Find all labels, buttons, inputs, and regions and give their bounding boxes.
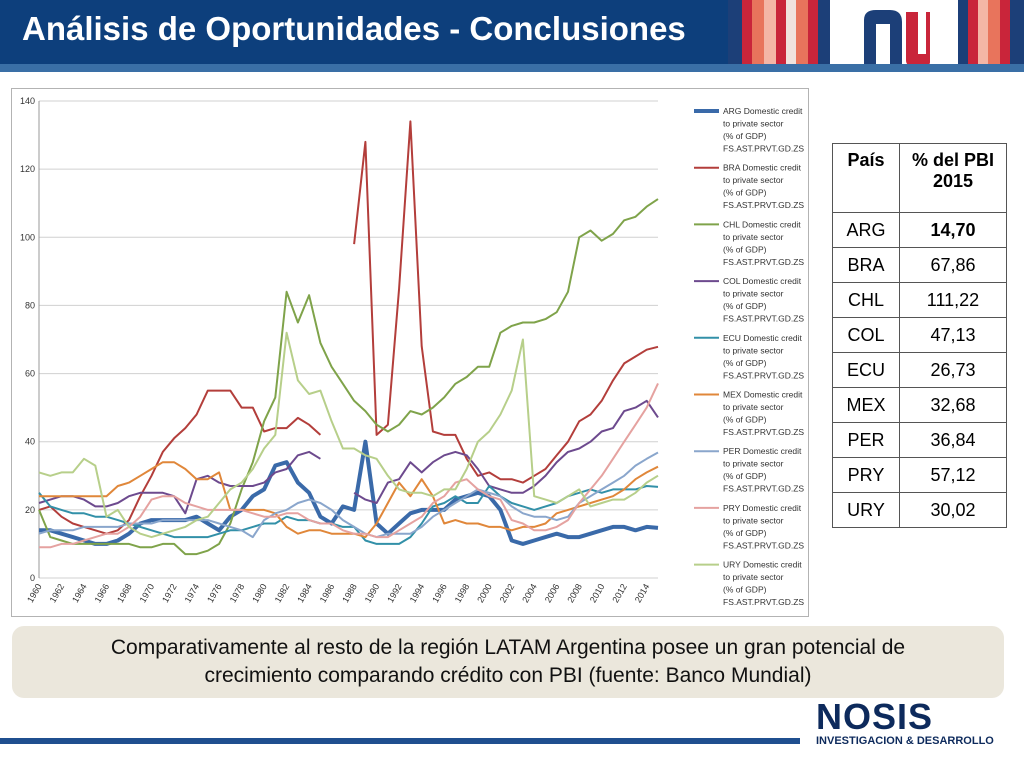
table-header-row: País % del PBI 2015 [832, 143, 1007, 213]
nosis-n-logo-icon [864, 10, 930, 66]
legend-label: BRA Domestic credit to private sector (% o… [723, 163, 804, 211]
series-line-mex [39, 461, 659, 539]
x-tick-label: 2012 [610, 582, 629, 604]
pbi-table: País % del PBI 2015 ARG 14,70 BRA 67,86 CH… [832, 143, 1007, 528]
summary-line-1: Comparativamente al resto de la región L… [110, 636, 906, 659]
legend-label: PER Domestic credit to private sector (% o… [723, 446, 804, 494]
table-row: ARG 14,70 [832, 212, 1007, 248]
value-cell: 30,02 [899, 492, 1007, 528]
value-cell: 32,68 [899, 387, 1007, 423]
y-tick-label: 80 [25, 300, 35, 310]
x-tick-label: 1992 [385, 582, 404, 604]
x-tick-label: 1984 [295, 582, 314, 604]
series-line-pry [39, 382, 659, 549]
y-tick-label: 140 [20, 96, 35, 106]
header-pbi: % del PBI 2015 [899, 143, 1007, 213]
legend-label: ECU Domestic credit to private sector (% o… [723, 333, 804, 381]
x-tick-label: 1960 [25, 582, 44, 604]
country-cell: BRA [832, 247, 900, 283]
value-cell: 36,84 [899, 422, 1007, 458]
x-tick-label: 1964 [70, 582, 89, 604]
summary-line-2: crecimiento comparando crédito con PBI (… [204, 664, 812, 687]
summary-box: Comparativamente al resto de la región L… [12, 626, 1004, 698]
decorative-stripes-right [958, 0, 1024, 64]
value-cell: 67,86 [899, 247, 1007, 283]
x-tick-label: 1988 [340, 582, 359, 604]
country-cell: PER [832, 422, 900, 458]
country-cell: ECU [832, 352, 900, 388]
series-line-per [38, 451, 659, 539]
credit-line-chart: 0 20 40 60 80 100 120 140 1960 1962 1964 1966 1968 19… [11, 88, 809, 617]
x-tick-label: 1980 [250, 582, 269, 604]
x-tick-label: 2014 [633, 582, 652, 604]
legend-label: ARG Domestic credit to private sector (% o… [723, 106, 804, 154]
value-cell: 47,13 [899, 317, 1007, 353]
x-tick-label: 2006 [543, 582, 562, 604]
legend-label: CHL Domestic credit to private sector (% o… [723, 219, 804, 267]
legend-label: COL Domestic credit to private sector (% o… [723, 276, 804, 324]
y-tick-label: 40 [25, 437, 35, 447]
country-cell: URY [832, 492, 900, 528]
x-tick-label: 1974 [183, 582, 202, 604]
table-row: URY 30,02 [832, 492, 1007, 528]
table-row: PRY 57,12 [832, 457, 1007, 493]
value-cell: 14,70 [899, 212, 1007, 248]
footer-line [0, 738, 800, 744]
table-row: CHL 111,22 [832, 282, 1007, 318]
x-tick-label: 2010 [588, 582, 607, 604]
value-cell: 26,73 [899, 352, 1007, 388]
y-tick-label: 60 [25, 369, 35, 379]
x-tick-label: 1994 [408, 582, 427, 604]
series-line-ury [38, 331, 659, 539]
x-tick-label: 2008 [565, 582, 584, 604]
x-tick-label: 2000 [475, 582, 494, 604]
value-cell: 111,22 [899, 282, 1007, 318]
x-tick-label: 2002 [498, 582, 517, 604]
y-tick-label: 0 [30, 573, 35, 583]
legend-label: URY Domestic credit to private sector (% o… [723, 560, 804, 608]
table-row: PER 36,84 [832, 422, 1007, 458]
nosis-tagline: INVESTIGACION & DESARROLLO [816, 735, 994, 747]
x-tick-label: 1972 [160, 582, 179, 604]
country-cell: CHL [832, 282, 900, 318]
country-cell: PRY [832, 457, 900, 493]
x-tick-label: 2004 [520, 582, 539, 604]
header-country: País [832, 143, 900, 213]
country-cell: MEX [832, 387, 900, 423]
x-tick-label: 1962 [48, 582, 67, 604]
decorative-stripes-left [728, 0, 830, 64]
nosis-brand-logo: NOSIS [816, 696, 934, 737]
country-cell: COL [832, 317, 900, 353]
header-underline [0, 64, 1024, 72]
header: Análisis de Oportunidades - Conclusiones [0, 0, 1024, 72]
x-tick-label: 1990 [363, 582, 382, 604]
x-tick-label: 1998 [453, 582, 472, 604]
x-tick-label: 1978 [228, 582, 247, 604]
table-row: MEX 32,68 [832, 387, 1007, 423]
x-tick-label: 1982 [273, 582, 292, 604]
x-tick-label: 1968 [115, 582, 134, 604]
series-line-chl [38, 198, 659, 556]
legend-label: PRY Domestic credit to private sector (% o… [723, 503, 804, 551]
y-tick-label: 20 [25, 505, 35, 515]
page-title: Análisis de Oportunidades - Conclusiones [22, 10, 686, 47]
x-tick-label: 1996 [430, 582, 449, 604]
y-tick-label: 100 [20, 232, 35, 242]
table-row: BRA 67,86 [832, 247, 1007, 283]
table-row: COL 47,13 [832, 317, 1007, 353]
x-tick-label: 1966 [93, 582, 112, 604]
title-bar: Análisis de Oportunidades - Conclusiones [0, 0, 728, 64]
value-cell: 57,12 [899, 457, 1007, 493]
y-tick-label: 120 [20, 164, 35, 174]
series-line-col [38, 399, 659, 515]
x-tick-label: 1970 [138, 582, 157, 604]
series-line-ecu [38, 485, 659, 545]
country-cell: ARG [832, 212, 900, 248]
x-tick-label: 1986 [318, 582, 337, 604]
legend-label: MEX Domestic credit to private sector (% o… [723, 390, 804, 438]
series-line-bra [38, 120, 659, 535]
table-row: ECU 26,73 [832, 352, 1007, 388]
x-tick-label: 1976 [205, 582, 224, 604]
